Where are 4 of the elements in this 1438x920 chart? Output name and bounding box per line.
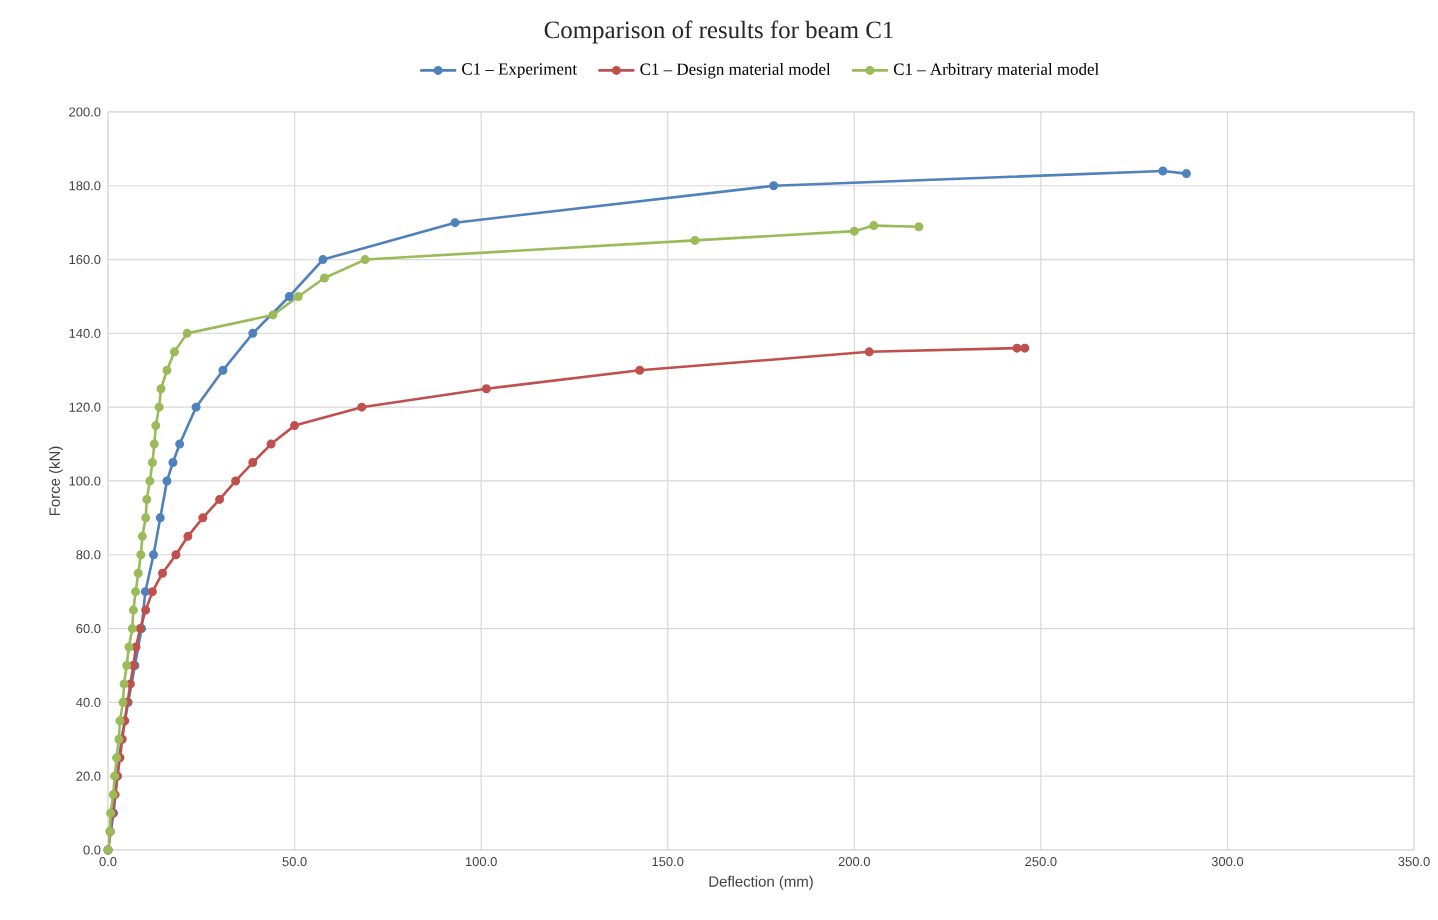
- legend-label: C1 – Experiment: [462, 63, 578, 79]
- chart-title: Comparison of results for beam C1: [544, 20, 893, 44]
- legend-label: C1 – Arbitrary material model: [893, 63, 1099, 79]
- legend-label: C1 – Design material model: [640, 63, 831, 79]
